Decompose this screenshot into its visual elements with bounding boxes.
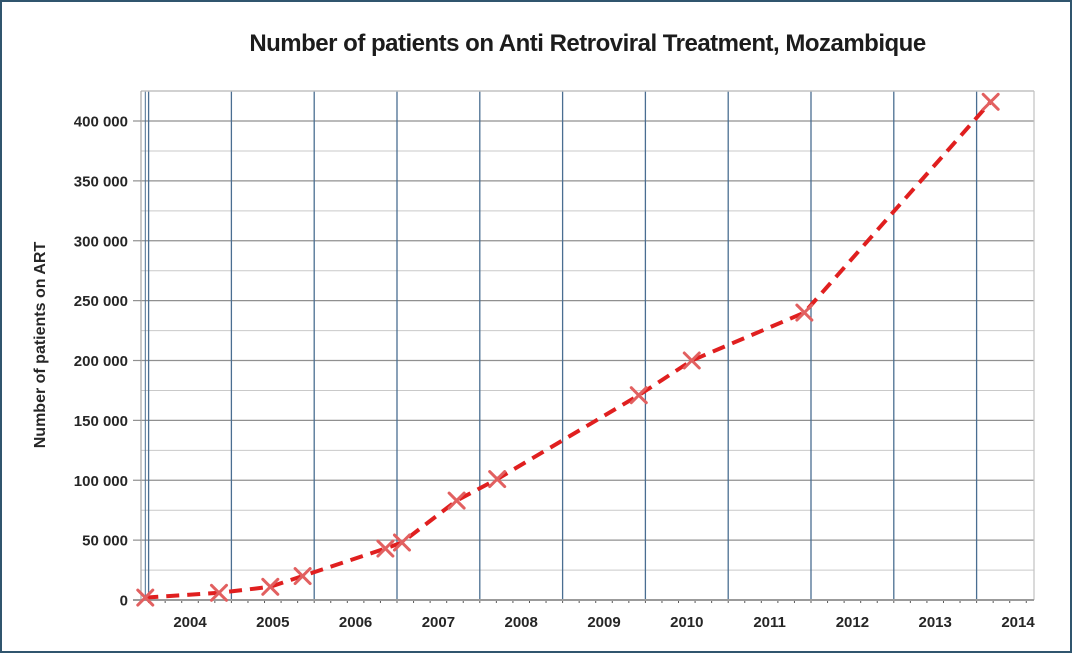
- x-tick-label: 2005: [256, 614, 289, 631]
- y-tick-label: 350 000: [74, 173, 128, 190]
- marker-stroke: [981, 92, 1000, 111]
- x-tick-label: 2013: [919, 614, 952, 631]
- data-point-marker: [136, 588, 155, 607]
- x-tick-label: 2010: [670, 614, 703, 631]
- x-tick-label: 2006: [339, 614, 372, 631]
- y-tick-label: 0: [120, 593, 128, 610]
- marker-stroke: [795, 303, 814, 322]
- series-line: [145, 100, 993, 600]
- data-point-marker: [795, 303, 814, 322]
- x-tick-label: 2009: [587, 614, 620, 631]
- data-point-marker: [293, 567, 312, 586]
- data-point-marker: [447, 491, 466, 510]
- data-point-marker: [376, 539, 395, 558]
- marker-stroke: [392, 533, 411, 552]
- marker-stroke: [447, 491, 466, 510]
- y-tick-label: 150 000: [74, 413, 128, 430]
- y-tick-label: 100 000: [74, 473, 128, 490]
- y-tick-label: 200 000: [74, 353, 128, 370]
- marker-stroke: [488, 470, 507, 489]
- x-tick-label: 2012: [836, 614, 869, 631]
- data-point-marker: [488, 470, 507, 489]
- data-point-marker: [981, 92, 1000, 111]
- y-tick-label: 400 000: [74, 114, 128, 131]
- data-point-marker: [682, 351, 701, 370]
- x-tick-label: 2008: [505, 614, 538, 631]
- x-tick-label: 2007: [422, 614, 455, 631]
- marker-stroke: [629, 386, 648, 405]
- marker-stroke: [293, 567, 312, 586]
- chart-title: Number of patients on Anti Retroviral Tr…: [249, 30, 926, 57]
- marker-stroke: [136, 588, 155, 607]
- marker-stroke: [682, 351, 701, 370]
- y-tick-label: 50 000: [82, 533, 128, 550]
- marker-stroke: [209, 583, 228, 602]
- marker-stroke: [261, 577, 280, 596]
- x-tick-label: 2011: [753, 614, 786, 631]
- x-tick-label: 2004: [173, 614, 207, 631]
- y-tick-label: 300 000: [74, 233, 128, 250]
- data-point-marker: [261, 577, 280, 596]
- data-point-marker: [209, 583, 228, 602]
- data-point-marker: [392, 533, 411, 552]
- data-point-marker: [629, 386, 648, 405]
- x-tick-label: 2014: [1001, 614, 1035, 631]
- y-tick-label: 250 000: [74, 293, 128, 310]
- marker-stroke: [376, 539, 395, 558]
